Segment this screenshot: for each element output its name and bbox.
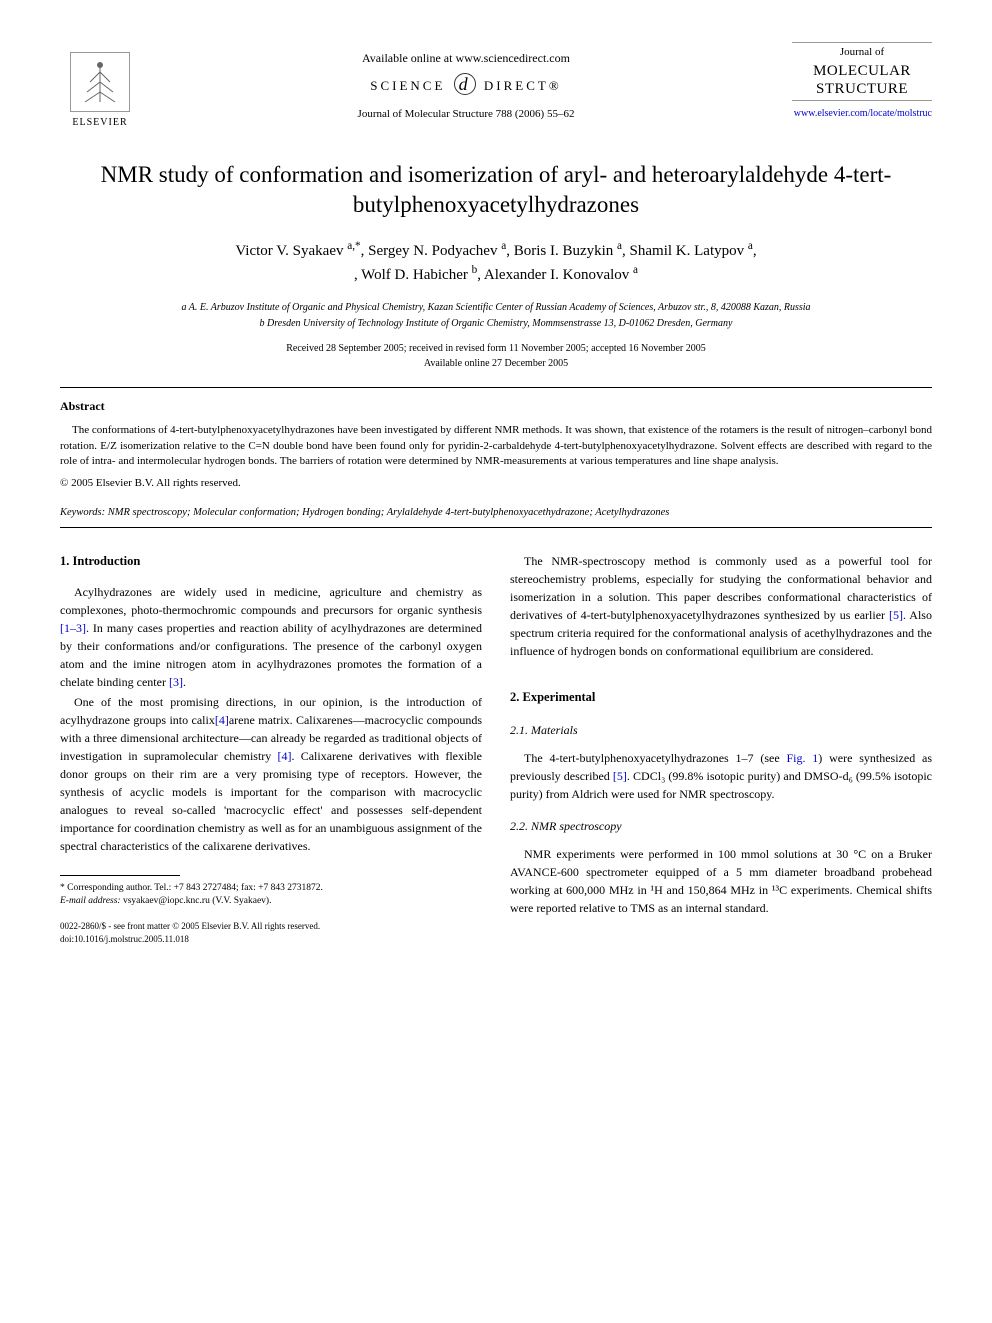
sd-at-icon: d	[454, 73, 476, 95]
author-6-affil: a	[633, 264, 638, 276]
ref-5b[interactable]: [5]	[613, 769, 627, 783]
email-label: E-mail address:	[60, 896, 121, 906]
doi-line: doi:10.1016/j.molstruc.2005.11.018	[60, 933, 482, 946]
keywords-label: Keywords:	[60, 507, 105, 518]
elsevier-logo: ELSEVIER	[60, 40, 140, 130]
ref-5a[interactable]: [5]	[889, 608, 903, 622]
fig-1-ref[interactable]: Fig. 1	[786, 751, 818, 765]
keywords-line: Keywords: NMR spectroscopy; Molecular co…	[60, 506, 932, 521]
journal-small-text: Journal of	[792, 45, 932, 60]
ref-1-3[interactable]: [1–3]	[60, 621, 86, 635]
author-1-affil: a,*	[347, 240, 360, 252]
author-6: , Alexander I. Konovalov	[477, 267, 633, 283]
authors-block: Victor V. Syakaev a,*, Sergey N. Podyach…	[60, 238, 932, 287]
section-2-2-heading: 2.2. NMR spectroscopy	[510, 817, 932, 835]
page-header: ELSEVIER Available online at www.science…	[60, 40, 932, 130]
center-header: Available online at www.sciencedirect.co…	[140, 40, 792, 122]
right-column: The NMR-spectroscopy method is commonly …	[510, 552, 932, 946]
affiliation-a: a A. E. Arbuzov Institute of Organic and…	[60, 301, 932, 315]
section-1-heading: 1. Introduction	[60, 552, 482, 571]
author-5-comma: ,	[753, 243, 757, 259]
online-date: Available online 27 December 2005	[424, 358, 568, 369]
ref-4b[interactable]: [4]	[278, 749, 292, 763]
science-direct-logo: SCIENCE d DIRECT®	[140, 73, 792, 95]
author-1: Victor V. Syakaev	[235, 243, 347, 259]
ref-3[interactable]: [3]	[169, 675, 183, 689]
journal-big-text: MOLECULAR STRUCTURE	[792, 62, 932, 98]
two-column-body: 1. Introduction Acylhydrazones are widel…	[60, 552, 932, 946]
author-2: , Sergey N. Podyachev	[361, 243, 502, 259]
sec2-1-para1: The 4-tert-butylphenoxyacetylhydrazones …	[510, 749, 932, 803]
left-column: 1. Introduction Acylhydrazones are widel…	[60, 552, 482, 946]
available-online-text: Available online at www.sciencedirect.co…	[140, 50, 792, 67]
corr-email-line: E-mail address: vsyakaev@iopc.knc.ru (V.…	[60, 895, 482, 908]
elsevier-tree-icon	[70, 52, 130, 112]
section-2-heading: 2. Experimental	[510, 688, 932, 707]
email-value: vsyakaev@iopc.knc.ru (V.V. Syakaev).	[121, 896, 272, 906]
abstract-copyright: © 2005 Elsevier B.V. All rights reserved…	[60, 476, 932, 492]
article-title: NMR study of conformation and isomerizat…	[100, 160, 892, 220]
footer-meta: 0022-2860/$ - see front matter © 2005 El…	[60, 920, 482, 945]
journal-url-link[interactable]: www.elsevier.com/locate/molstruc	[792, 107, 932, 121]
affiliation-b: b Dresden University of Technology Insti…	[60, 317, 932, 331]
dates-block: Received 28 September 2005; received in …	[60, 341, 932, 371]
citation-line: Journal of Molecular Structure 788 (2006…	[140, 107, 792, 122]
issn-line: 0022-2860/$ - see front matter © 2005 El…	[60, 920, 482, 933]
abstract-heading: Abstract	[60, 398, 932, 415]
corr-author-line: * Corresponding author. Tel.: +7 843 272…	[60, 882, 482, 895]
abstract-text: The conformations of 4-tert-butylphenoxy…	[60, 423, 932, 471]
section-2-1-heading: 2.1. Materials	[510, 721, 932, 739]
footnote-separator	[60, 875, 180, 876]
sec2-2-para1: NMR experiments were performed in 100 mm…	[510, 845, 932, 917]
author-4: , Shamil K. Latypov	[622, 243, 748, 259]
sec1-para3: The NMR-spectroscopy method is commonly …	[510, 552, 932, 660]
journal-logo-block: Journal of MOLECULAR STRUCTURE www.elsev…	[792, 40, 932, 121]
ref-4a[interactable]: [4]	[215, 713, 229, 727]
abstract-body: The conformations of 4-tert-butylphenoxy…	[60, 423, 932, 493]
sec1-para2: One of the most promising directions, in…	[60, 693, 482, 855]
received-date: Received 28 September 2005; received in …	[286, 343, 706, 354]
sec1-para1: Acylhydrazones are widely used in medici…	[60, 583, 482, 691]
elsevier-name: ELSEVIER	[72, 116, 127, 130]
author-3: , Boris I. Buzykin	[506, 243, 617, 259]
author-5: , Wolf D. Habicher	[354, 267, 472, 283]
corresponding-author-footnote: * Corresponding author. Tel.: +7 843 272…	[60, 882, 482, 909]
keywords-text: NMR spectroscopy; Molecular conformation…	[105, 507, 669, 518]
